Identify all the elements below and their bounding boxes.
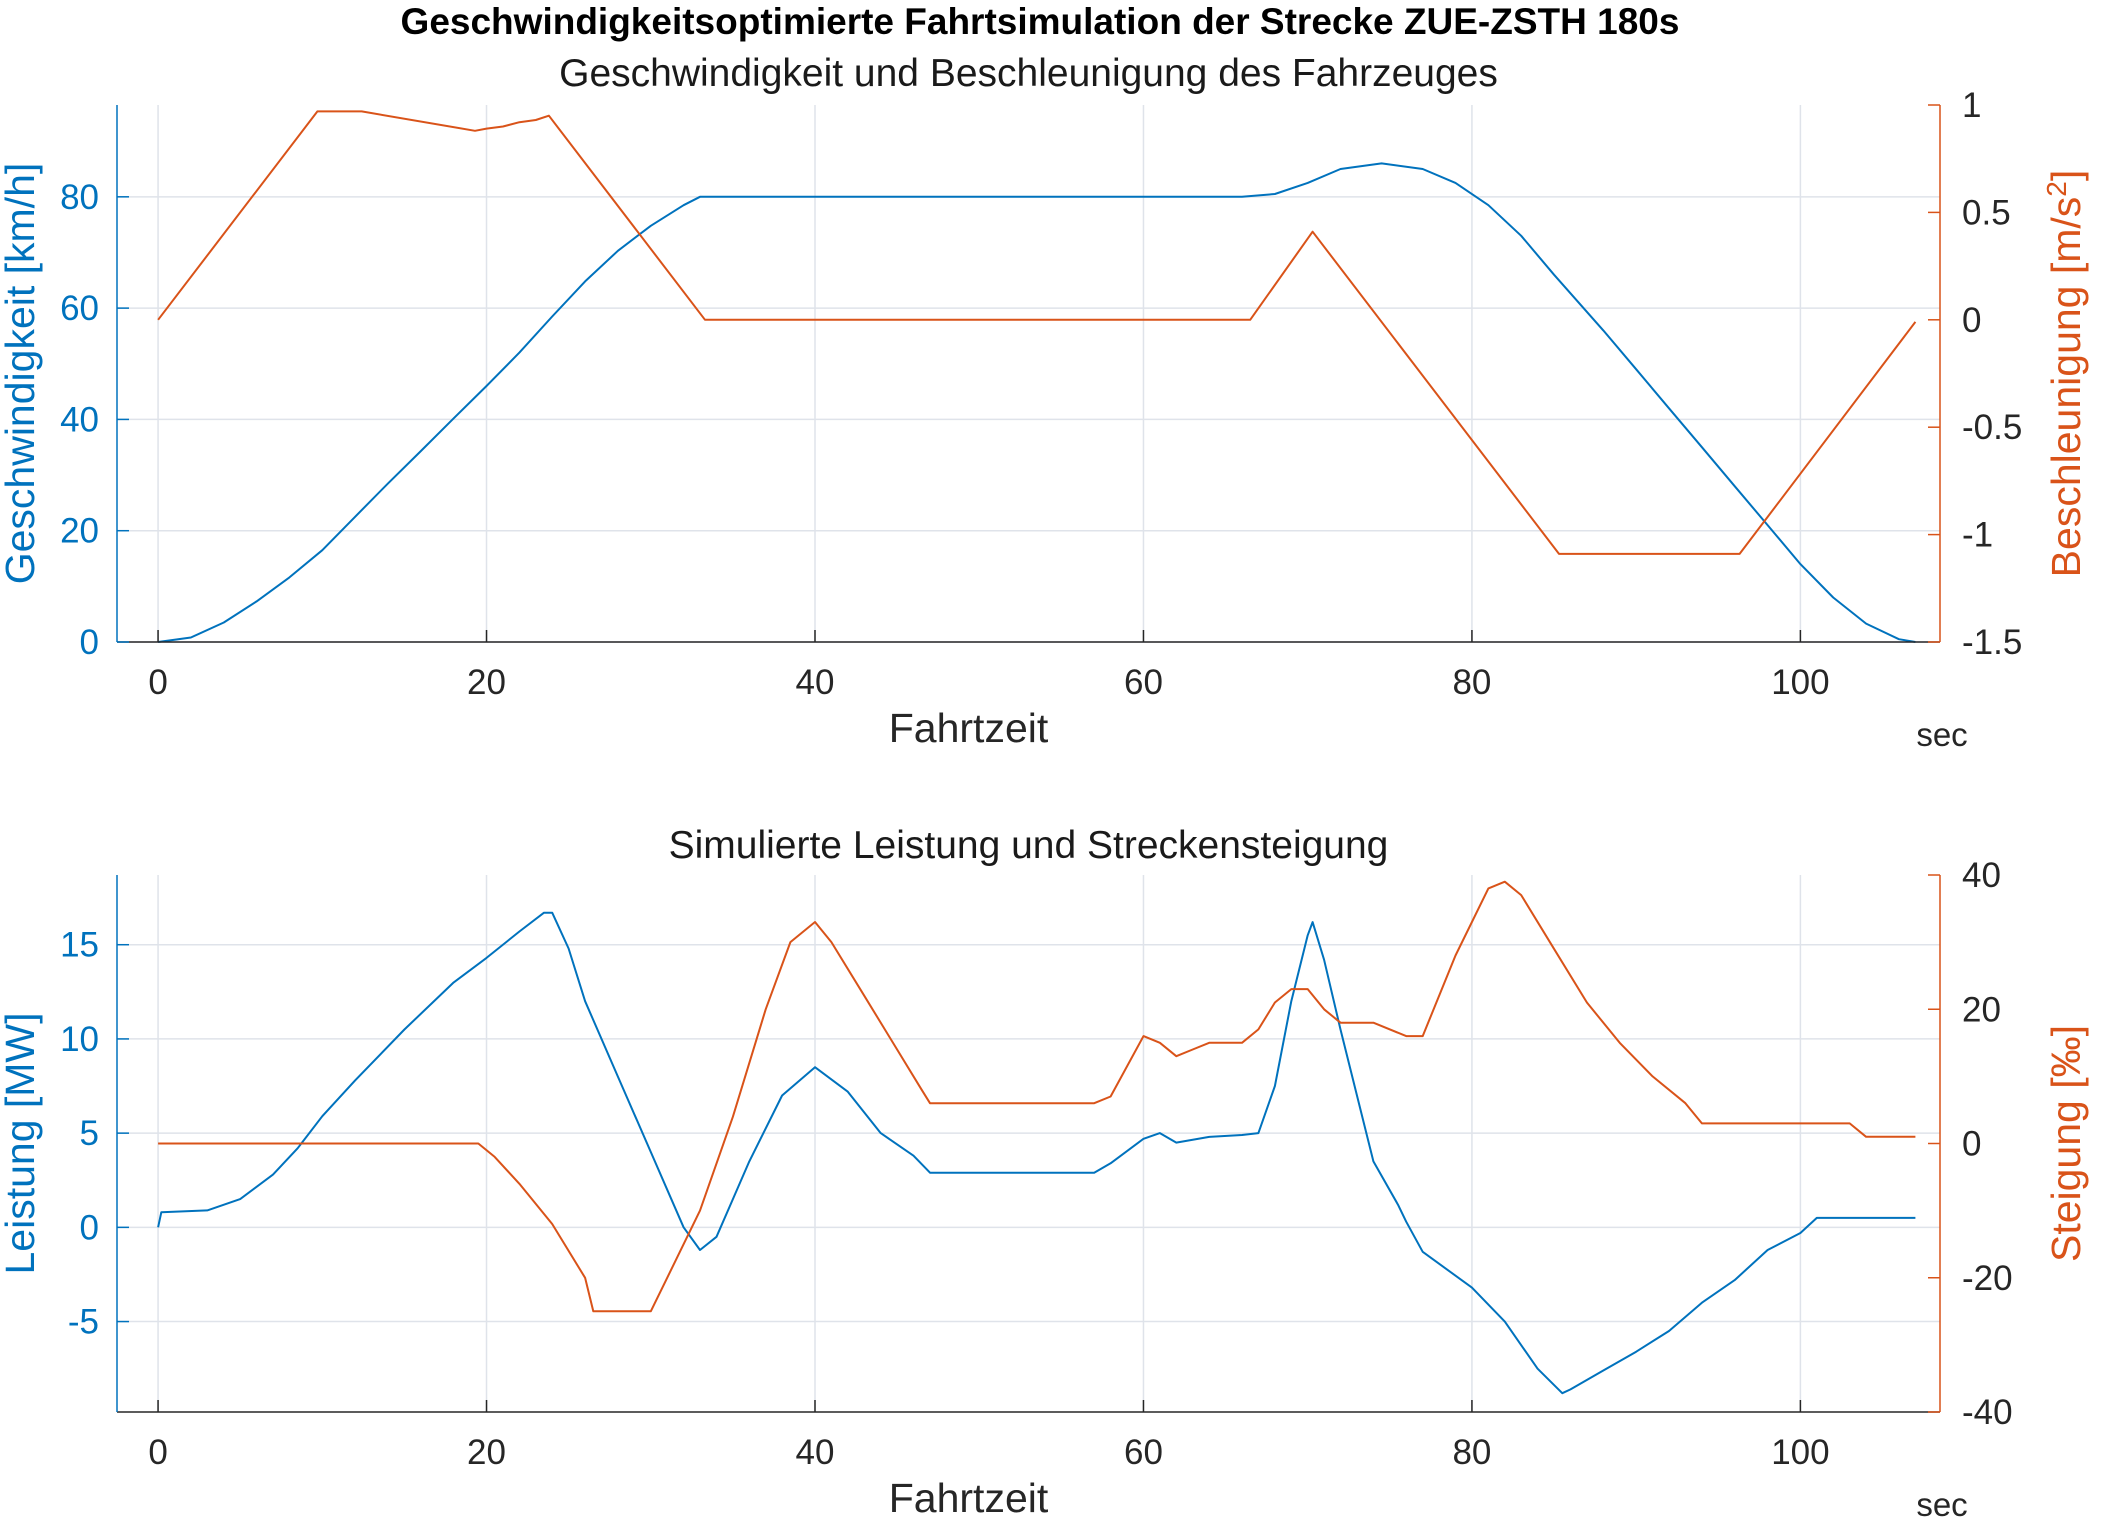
- right-y-axis-label: Steigung [‰]: [2043, 1025, 2089, 1262]
- speed-acceleration-panel: 0 20 40 60 80 100 0 20 40 60 80 -1.5 -1 -0.5 0 0.5 1 Gesc…: [0, 52, 2089, 753]
- left-y-tick-label: 0: [80, 623, 99, 662]
- x-tick-label: 60: [1124, 663, 1163, 702]
- right-y-tick-label: 20: [1962, 990, 2001, 1029]
- left-y-tick-label: 10: [60, 1020, 99, 1059]
- x-tick-label: 40: [796, 663, 835, 702]
- right-y-tick-label: 0: [1962, 1125, 1981, 1164]
- x-axis-unit: sec: [1916, 716, 1967, 753]
- x-axis-label: Fahrtzeit: [889, 1475, 1049, 1521]
- left-y-tick-label: 0: [80, 1208, 99, 1247]
- x-axis-unit: sec: [1916, 1486, 1967, 1523]
- left-y-tick-label: 40: [60, 400, 99, 439]
- right-y-tick-label: -20: [1962, 1259, 2013, 1298]
- x-tick-label: 60: [1124, 1433, 1163, 1472]
- left-y-tick-label: 5: [80, 1114, 99, 1153]
- x-axis-label: Fahrtzeit: [889, 705, 1049, 751]
- x-tick-label: 20: [467, 663, 506, 702]
- right-y-axis-label-suffix: ]: [2043, 170, 2089, 181]
- right-y-tick-label: 0: [1962, 301, 1981, 340]
- right-series-line: [157, 110, 1917, 555]
- left-series-line: [157, 911, 1916, 1395]
- x-tick-label: 0: [148, 1433, 167, 1472]
- left-y-axis-label: Geschwindigkeit [km/h]: [0, 163, 43, 585]
- right-y-tick-label: 40: [1962, 856, 2001, 895]
- chart-title: Simulierte Leistung und Streckensteigung: [669, 824, 1389, 867]
- right-series-line: [158, 880, 1916, 1313]
- grid-lines: [117, 105, 1940, 643]
- left-y-axis-label: Leistung [MW]: [0, 1012, 43, 1274]
- right-y-axis-label-superscript: 2: [2041, 181, 2072, 197]
- x-tick-label: 80: [1452, 1433, 1491, 1472]
- x-tick-label: 100: [1771, 1433, 1829, 1472]
- left-y-tick-label: 20: [60, 512, 99, 551]
- figure-suptitle: Geschwindigkeitsoptimierte Fahrtsimulati…: [401, 1, 1680, 42]
- x-tick-label: 40: [796, 1433, 835, 1472]
- right-y-axis-label-text: Beschleunigung [m/s: [2043, 197, 2089, 578]
- left-y-tick-label: -5: [68, 1303, 99, 1342]
- left-y-tick-label: 80: [60, 178, 99, 217]
- right-y-tick-label: -40: [1962, 1393, 2013, 1432]
- x-tick-label: 20: [467, 1433, 506, 1472]
- x-tick-label: 80: [1452, 663, 1491, 702]
- right-y-tick-label: 0.5: [1962, 193, 2011, 232]
- left-y-tick-label: 60: [60, 289, 99, 328]
- x-tick-label: 0: [148, 663, 167, 702]
- left-series-line: [157, 162, 1916, 643]
- right-y-tick-label: 1: [1962, 86, 1981, 125]
- right-y-tick-label: -1.5: [1962, 623, 2022, 662]
- x-tick-label: 100: [1771, 663, 1829, 702]
- left-y-tick-label: 15: [60, 926, 99, 965]
- power-gradient-panel: 0 20 40 60 80 100 -5 0 5 10 15 -40 -20 0 20 40 Simuliert…: [0, 824, 2089, 1523]
- right-y-axis-label: Beschleunigung [m/s2]: [2041, 170, 2089, 578]
- chart-title: Geschwindigkeit und Beschleunigung des F…: [559, 52, 1498, 95]
- grid-lines: [117, 875, 1940, 1412]
- right-y-tick-label: -0.5: [1962, 408, 2022, 447]
- right-y-tick-label: -1: [1962, 516, 1993, 555]
